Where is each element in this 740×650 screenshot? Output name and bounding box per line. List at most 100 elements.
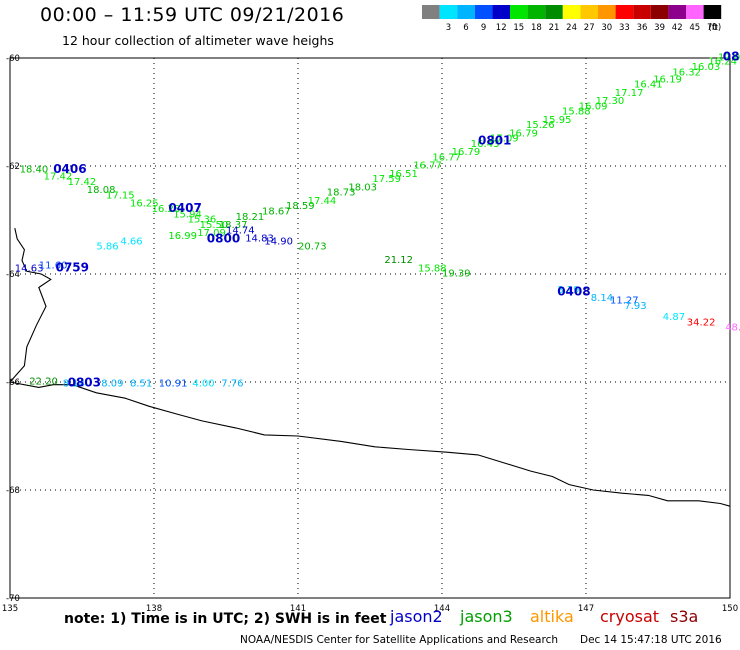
scale-tick-label: 39: [654, 23, 665, 33]
scale-tick-label: 18: [531, 23, 542, 33]
pass-time-label: 0406: [53, 162, 86, 176]
lon-tick-label: 135: [2, 604, 18, 614]
swh-value: 17.00: [718, 53, 740, 64]
swh-value: 16.03: [692, 62, 721, 73]
swh-value: 4.87: [663, 312, 685, 323]
scale-swatch: [580, 5, 598, 19]
swh-value: 17.17: [615, 88, 644, 99]
pass-time-label: 0407: [168, 201, 201, 215]
lon-tick-label: 150: [722, 604, 738, 614]
swh-value: 17.15: [106, 190, 135, 201]
footer-note: note: 1) Time is in UTC; 2) SWH is in fe…: [64, 611, 387, 627]
scale-swatch: [545, 5, 563, 19]
swh-value: 18.21: [236, 212, 265, 223]
swh-value: 20.73: [298, 242, 327, 253]
color-scale: 3 6 9 12 15 18 21 24 27 30 33 36 39 42 45 70(ft): [422, 5, 721, 33]
scale-tick-label: 6: [463, 23, 468, 33]
scale-tick-label: 21: [549, 23, 560, 33]
pass-time-label: 0759: [56, 260, 89, 274]
antarctic-coastline: [8, 227, 731, 507]
swh-value: 18.67: [262, 207, 291, 218]
swh-value: 15.88: [562, 107, 591, 118]
swh-value: 16.41: [634, 80, 663, 91]
swh-value: 16.25: [130, 199, 159, 210]
swh-observations: 18.4017.4217.4218.0817.1516.2516.2815.94…: [15, 53, 740, 390]
swh-value: 17.09: [490, 134, 519, 145]
swh-value: 4.00: [192, 378, 214, 389]
swh-value: 11.27: [610, 296, 639, 307]
swh-value: 16.79: [452, 147, 481, 158]
swh-value: 14.74: [226, 226, 255, 237]
swh-value: 22.20: [29, 377, 58, 388]
lon-tick-label: 141: [290, 604, 306, 614]
figure-subtitle: 12 hour collection of altimeter wave hei…: [62, 33, 334, 48]
swh-value: 16.51: [389, 169, 418, 180]
swh-value: 15.95: [543, 115, 572, 126]
scale-swatch: [422, 5, 440, 19]
swh-value: 16.77: [413, 161, 442, 172]
scale-tick-label: 42: [672, 23, 683, 33]
swh-value: 16.09: [579, 101, 608, 112]
scale-swatch: [562, 5, 581, 19]
lat-tick-label: -64: [6, 270, 20, 280]
axis-tick-labels: 135 138 141 144 147 150-60-62-64-66-68-70: [2, 54, 738, 614]
swh-value: 18.59: [286, 201, 315, 212]
swh-value: 17.44: [308, 196, 337, 207]
scale-swatch: [615, 5, 634, 19]
swh-value: 34.22: [687, 317, 716, 328]
lon-tick-label: 144: [434, 604, 450, 614]
lat-tick-label: -60: [6, 54, 20, 64]
swh-value: 14.63: [15, 263, 44, 274]
swh-value: 16.32: [672, 67, 701, 78]
swh-value: 4.66: [120, 236, 142, 247]
pass-time-label: 080: [723, 50, 740, 64]
scale-tick-label: 9: [481, 23, 486, 33]
lat-tick-label: -68: [6, 486, 20, 496]
scale-tick-label: 33: [619, 23, 630, 33]
map-frame: [9, 57, 731, 599]
scale-swatch: [527, 5, 546, 19]
legend-jason3: jason3: [460, 607, 513, 626]
scale-swatch: [686, 5, 704, 19]
swh-value: 17.59: [372, 174, 401, 185]
swh-value: 19.39: [442, 269, 471, 280]
pass-time-label: 0408: [557, 285, 590, 299]
scale-tick-label: 70: [707, 23, 718, 33]
swh-value: 10.91: [159, 378, 188, 389]
graticule: [10, 58, 730, 598]
scale-tick-label: 3: [446, 23, 451, 33]
scale-tick-label: 45: [689, 23, 700, 33]
swh-value: 15.88: [418, 263, 447, 274]
coastline: [8, 227, 731, 507]
swh-value: 18.03: [348, 182, 377, 193]
swh-value: 5.86: [96, 242, 118, 253]
swh-value: 7.93: [624, 301, 646, 312]
swh-value: 16.79: [509, 128, 538, 139]
lat-tick-label: -62: [6, 162, 20, 172]
swh-value: 18.40: [20, 164, 49, 175]
scale-tick-label: 12: [496, 23, 507, 33]
swh-value: 15.36: [188, 215, 217, 226]
lon-tick-label: 138: [146, 604, 162, 614]
swh-value: 16.19: [653, 74, 682, 85]
swh-value: 8.09: [101, 378, 123, 389]
swh-value: 16.28: [152, 204, 181, 215]
scale-swatch: [668, 5, 686, 19]
lon-tick-label: 147: [578, 604, 594, 614]
scale-swatch: [474, 5, 493, 19]
lat-tick-label: -70: [6, 594, 20, 604]
scale-swatch: [510, 5, 528, 19]
swh-value: 3.19: [557, 285, 579, 296]
scale-tick-label: 27: [584, 23, 595, 33]
swh-value: 17.30: [596, 96, 625, 107]
scale-tick-label: 30: [601, 23, 612, 33]
scale-tick-label: 24: [566, 23, 577, 33]
pass-time-label: 0800: [207, 232, 240, 246]
swh-value: 16.77: [432, 153, 461, 164]
pass-time-label: 0803: [68, 375, 101, 389]
generation-timestamp: Dec 14 15:47:18 UTC 2016: [580, 634, 722, 646]
swh-value: 48.11: [725, 323, 740, 334]
swh-value: 15.94: [173, 209, 202, 220]
scale-unit-label: (ft): [708, 23, 721, 33]
